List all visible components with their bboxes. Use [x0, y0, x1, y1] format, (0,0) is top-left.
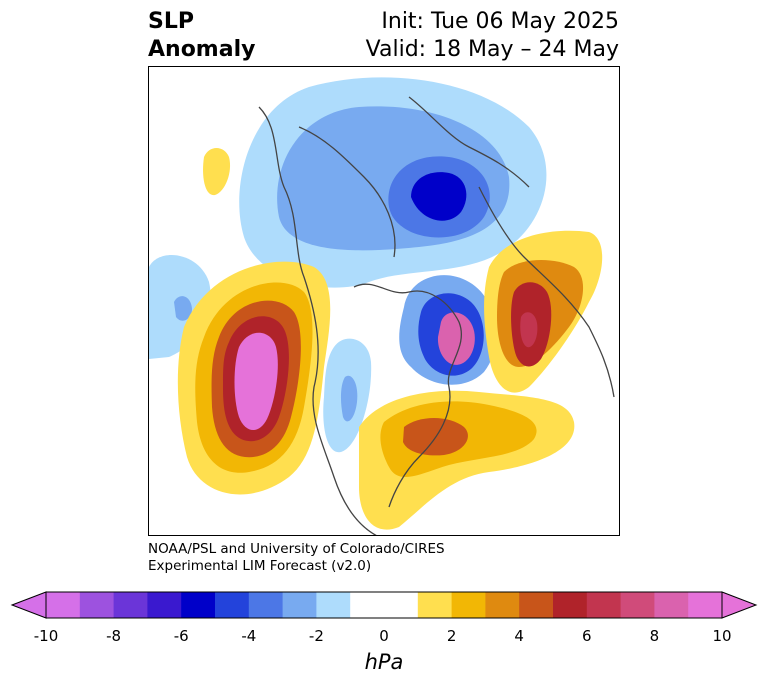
colorbar-tick-label: -8	[106, 627, 122, 645]
colorbar-bin	[451, 592, 486, 618]
colorbar-bin	[79, 592, 115, 618]
colorbar-tick-label: -2	[308, 627, 324, 645]
colorbar-bin	[215, 592, 250, 618]
colorbar-bin	[350, 592, 385, 618]
credit-text: NOAA/PSL and University of Colorado/CIRE…	[148, 541, 445, 575]
positive-anomaly-atlantic-core	[437, 312, 475, 365]
colorbar-under-arrow	[10, 591, 47, 619]
colorbar-tick-label: 0	[379, 627, 389, 645]
colorbar-bin	[248, 592, 284, 618]
colorbar-tick-label: 6	[582, 627, 592, 645]
negative-anomaly-arctic-core	[411, 172, 467, 221]
colorbar-unit-label: hPa	[364, 650, 404, 674]
colorbar-bin	[485, 592, 520, 618]
colorbar-tick-label: 8	[649, 627, 660, 645]
colorbar-tick-label: -10	[33, 627, 59, 645]
colorbar-bin	[586, 592, 622, 618]
credit-line-1: NOAA/PSL and University of Colorado/CIRE…	[148, 541, 445, 557]
title-line-2: Anomaly	[148, 37, 256, 62]
positive-anomaly-small	[203, 148, 231, 196]
forecast-dates: Init: Tue 06 May 2025 Valid: 18 May – 24…	[366, 8, 619, 64]
colorbar-bin	[113, 592, 148, 618]
valid-range: Valid: 18 May – 24 May	[365, 37, 619, 62]
title-line-1: SLP	[148, 9, 194, 34]
map-canvas	[149, 77, 615, 535]
colorbar	[10, 591, 758, 619]
colorbar-bin	[316, 592, 351, 618]
colorbar-bin	[181, 592, 216, 618]
colorbar-bin	[147, 592, 182, 618]
negative-anomaly-west-core	[174, 296, 192, 321]
init-date: Init: Tue 06 May 2025	[381, 9, 619, 34]
map-title: SLP Anomaly	[148, 8, 255, 64]
colorbar-bin	[519, 592, 554, 618]
negative-anomaly-central-core	[340, 375, 358, 422]
colorbar-bin	[46, 592, 81, 618]
colorbar-outline	[45, 591, 723, 619]
colorbar-tick-label: -6	[173, 627, 189, 645]
colorbar-bin	[553, 592, 588, 618]
colorbar-bin	[654, 592, 689, 618]
colorbar-tick-label: -4	[241, 627, 257, 645]
colorbar-bin	[620, 592, 655, 618]
colorbar-tick-label: 10	[712, 627, 732, 645]
credit-line-2: Experimental LIM Forecast (v2.0)	[148, 558, 372, 574]
colorbar-tick-label: 2	[446, 627, 457, 645]
colorbar-bin	[282, 592, 317, 618]
positive-anomaly-europe-core	[520, 312, 538, 348]
colorbar-tick-label: 4	[514, 627, 524, 645]
colorbar-bin	[384, 592, 419, 618]
slp-anomaly-map	[148, 66, 620, 536]
coastlines	[258, 96, 615, 535]
colorbar-bins	[46, 592, 723, 618]
colorbar-bin	[417, 592, 453, 618]
positive-anomaly-pacific-core	[234, 332, 278, 431]
colorbar-bin	[688, 592, 723, 618]
colorbar-over-arrow	[721, 591, 758, 619]
